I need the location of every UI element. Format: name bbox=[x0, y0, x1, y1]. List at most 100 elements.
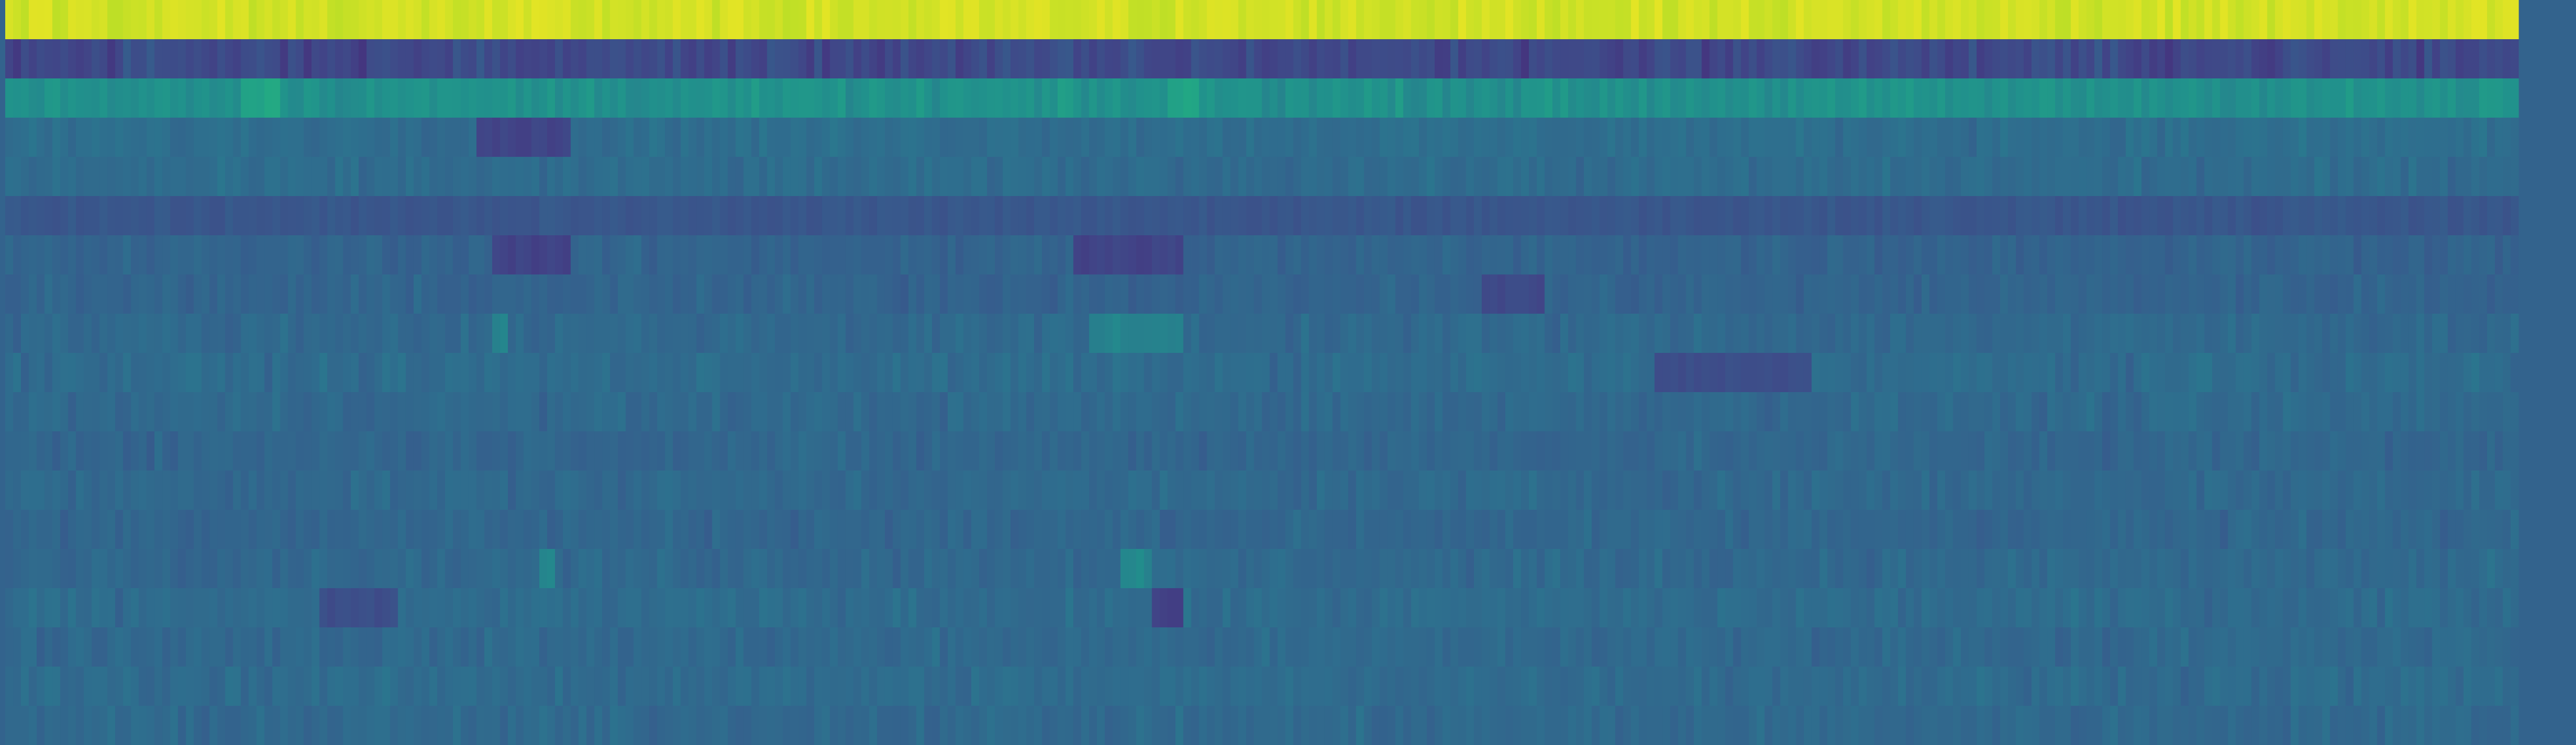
heatmap-cell bbox=[1686, 471, 1694, 510]
heatmap-cell bbox=[2447, 39, 2456, 79]
heatmap-cell bbox=[1246, 549, 1255, 589]
heatmap-cell bbox=[1937, 314, 1946, 353]
heatmap-cell bbox=[1890, 0, 1899, 40]
heatmap-cell bbox=[2055, 431, 2063, 471]
heatmap-cell bbox=[1246, 353, 1255, 393]
heatmap-cell bbox=[2000, 510, 2008, 549]
heatmap-cell bbox=[2471, 235, 2480, 275]
heatmap-cell bbox=[516, 314, 524, 353]
heatmap-cell bbox=[2220, 196, 2229, 236]
heatmap-cell bbox=[398, 392, 406, 432]
heatmap-cell bbox=[217, 0, 226, 40]
heatmap-cell bbox=[2235, 157, 2244, 197]
heatmap-cell bbox=[413, 431, 422, 471]
heatmap-cell bbox=[170, 39, 178, 79]
heatmap-cell bbox=[272, 431, 281, 471]
heatmap-cell bbox=[735, 0, 744, 40]
heatmap-cell bbox=[861, 510, 870, 549]
heatmap-cell bbox=[405, 157, 414, 197]
heatmap-cell bbox=[2455, 314, 2464, 353]
heatmap-cell bbox=[1835, 235, 1844, 275]
heatmap-cell bbox=[484, 235, 493, 275]
heatmap-cell bbox=[657, 196, 665, 236]
heatmap-cell bbox=[1105, 78, 1113, 118]
heatmap-cell bbox=[2039, 549, 2048, 589]
heatmap-cell bbox=[1827, 510, 1836, 549]
heatmap-cell bbox=[1450, 274, 1459, 314]
heatmap-cell bbox=[1733, 392, 1742, 432]
heatmap-cell bbox=[272, 39, 281, 79]
heatmap-cell bbox=[1945, 549, 1954, 589]
heatmap-cell bbox=[2134, 314, 2142, 353]
heatmap-cell bbox=[649, 157, 657, 197]
heatmap-cell bbox=[2110, 431, 2118, 471]
heatmap-cell bbox=[1120, 39, 1129, 79]
heatmap-cell bbox=[1984, 353, 1993, 393]
heatmap-cell bbox=[2243, 431, 2252, 471]
heatmap-cell bbox=[2212, 39, 2221, 79]
heatmap-cell bbox=[123, 353, 131, 393]
heatmap-cell bbox=[1545, 196, 1553, 236]
heatmap-cell bbox=[1167, 588, 1176, 628]
heatmap-cell bbox=[869, 39, 878, 79]
heatmap-cell bbox=[2314, 78, 2323, 118]
heatmap-cell bbox=[1709, 157, 1718, 197]
heatmap-cell bbox=[1764, 196, 1773, 236]
heatmap-cell bbox=[178, 353, 186, 393]
heatmap-cell bbox=[1481, 588, 1490, 628]
heatmap-cell bbox=[578, 510, 587, 549]
heatmap-cell bbox=[256, 549, 265, 589]
heatmap-cell bbox=[1262, 118, 1270, 157]
heatmap-cell bbox=[1701, 549, 1710, 589]
heatmap-cell bbox=[696, 39, 705, 79]
heatmap-cell bbox=[1026, 588, 1035, 628]
heatmap-cell bbox=[1497, 588, 1506, 628]
heatmap-cell bbox=[743, 314, 752, 353]
heatmap-cell bbox=[2416, 274, 2425, 314]
heatmap-cell bbox=[2228, 510, 2237, 549]
heatmap-cell bbox=[1976, 392, 1985, 432]
heatmap-cell bbox=[1615, 0, 1624, 40]
heatmap-cell bbox=[2408, 39, 2417, 79]
heatmap-cell bbox=[955, 0, 964, 40]
heatmap-cell bbox=[524, 510, 532, 549]
heatmap-cell bbox=[649, 588, 657, 628]
heatmap-cell bbox=[2353, 0, 2362, 40]
heatmap-cell bbox=[1042, 392, 1050, 432]
heatmap-cell bbox=[1418, 118, 1427, 157]
heatmap-cell bbox=[665, 235, 673, 275]
heatmap-cell bbox=[1379, 588, 1388, 628]
heatmap-cell bbox=[1026, 314, 1035, 353]
heatmap-cell bbox=[1285, 78, 1294, 118]
heatmap-cell bbox=[735, 510, 744, 549]
heatmap-cell bbox=[1285, 510, 1294, 549]
heatmap-cell bbox=[735, 353, 744, 393]
heatmap-cell bbox=[1607, 353, 1616, 393]
heatmap-cell bbox=[2181, 392, 2189, 432]
heatmap-cell bbox=[484, 274, 493, 314]
heatmap-cell bbox=[916, 510, 925, 549]
heatmap-cell bbox=[2094, 235, 2103, 275]
heatmap-cell bbox=[2243, 510, 2252, 549]
heatmap-cell bbox=[743, 235, 752, 275]
heatmap-cell bbox=[939, 196, 948, 236]
heatmap-cell bbox=[1858, 157, 1867, 197]
heatmap-cell bbox=[2039, 510, 2048, 549]
heatmap-cell bbox=[775, 314, 784, 353]
heatmap-cell bbox=[366, 314, 375, 353]
heatmap-cell bbox=[2173, 235, 2181, 275]
heatmap-cell bbox=[1175, 118, 1184, 157]
heatmap-cell bbox=[2016, 196, 2024, 236]
heatmap-cell bbox=[327, 510, 336, 549]
heatmap-cell bbox=[586, 510, 595, 549]
heatmap-cell bbox=[1167, 471, 1176, 510]
heatmap-cell bbox=[2337, 314, 2346, 353]
heatmap-cell bbox=[2243, 392, 2252, 432]
heatmap-cell bbox=[2447, 0, 2456, 40]
heatmap-cell bbox=[2118, 0, 2126, 40]
heatmap-cell bbox=[2007, 314, 2016, 353]
heatmap-cell bbox=[2063, 78, 2071, 118]
heatmap-cell bbox=[720, 235, 729, 275]
heatmap-cell bbox=[728, 431, 736, 471]
heatmap-cell bbox=[170, 196, 178, 236]
